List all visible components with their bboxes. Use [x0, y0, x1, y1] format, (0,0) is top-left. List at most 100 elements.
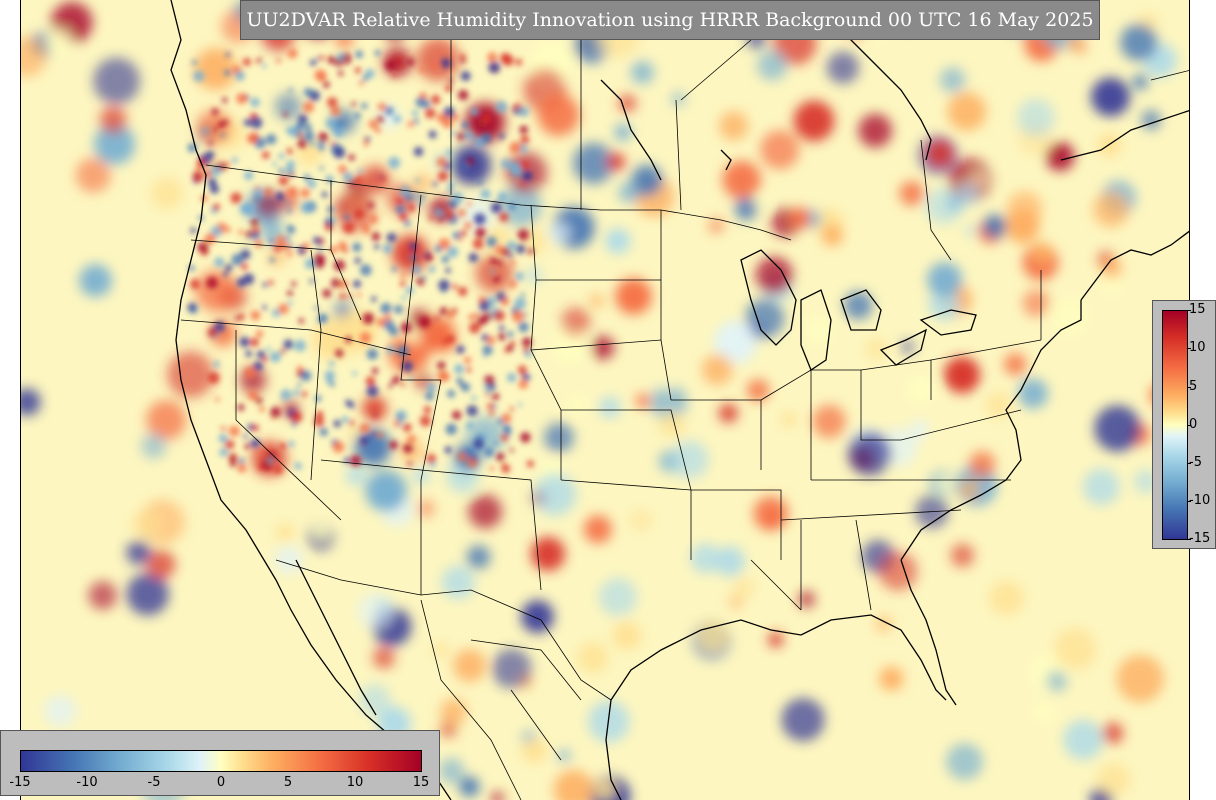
innovation-speckle	[522, 373, 529, 380]
innovation-blob	[126, 540, 152, 565]
innovation-speckle	[276, 58, 281, 63]
innovation-blob	[661, 378, 675, 392]
innovation-blob	[557, 749, 571, 762]
innovation-speckle	[261, 151, 270, 160]
innovation-speckle	[270, 406, 281, 418]
innovation-blob	[701, 354, 733, 386]
innovation-speckle	[262, 282, 268, 288]
innovation-speckle	[475, 227, 486, 238]
innovation-speckle	[301, 391, 308, 398]
innovation-speckle	[454, 364, 464, 375]
innovation-blob	[618, 182, 640, 203]
innovation-speckle	[466, 405, 478, 417]
innovation-blob	[1022, 289, 1051, 317]
innovation-speckle	[359, 423, 370, 434]
innovation-blob	[1097, 763, 1131, 797]
innovation-blob	[416, 499, 435, 518]
innovation-speckle	[501, 413, 512, 424]
innovation-speckle	[268, 279, 274, 286]
innovation-speckle	[211, 108, 219, 116]
colorbar-horizontal: -15 -10 -5 0 5 10 15	[0, 730, 440, 796]
innovation-speckle	[253, 188, 263, 197]
innovation-blob	[605, 228, 631, 254]
innovation-blob	[708, 218, 724, 234]
innovation-speckle	[384, 106, 394, 116]
innovation-blob	[1141, 110, 1161, 130]
innovation-speckle	[206, 276, 218, 289]
innovation-blob	[599, 396, 621, 418]
innovation-speckle	[215, 397, 220, 402]
innovation-blob	[928, 288, 961, 321]
innovation-speckle	[461, 121, 470, 129]
innovation-speckle	[297, 138, 307, 149]
innovation-speckle	[384, 314, 392, 321]
innovation-speckle	[345, 399, 352, 406]
innovation-speckle	[451, 131, 456, 136]
innovation-blob	[146, 400, 187, 440]
innovation-speckle	[426, 383, 436, 393]
innovation-speckle	[428, 265, 436, 273]
colorbar-horizontal-tick-label: 10	[346, 775, 364, 790]
innovation-blob	[416, 38, 460, 82]
innovation-blob	[46, 29, 71, 55]
colorbar-vertical: 15 10 5 0 -5 -10 -15	[1152, 300, 1216, 549]
innovation-speckle	[332, 125, 345, 138]
innovation-speckle	[278, 303, 289, 315]
innovation-speckle	[222, 271, 228, 277]
innovation-speckle	[309, 141, 315, 147]
innovation-speckle	[481, 333, 489, 342]
innovation-blob	[943, 356, 981, 394]
innovation-speckle	[509, 406, 515, 412]
innovation-speckle	[202, 127, 209, 134]
innovation-speckle	[243, 434, 248, 439]
innovation-speckle	[213, 361, 220, 368]
innovation-speckle	[508, 252, 514, 258]
colorbar-vertical-tick-mark	[1187, 539, 1191, 540]
innovation-speckle	[353, 208, 364, 219]
innovation-blob	[1102, 275, 1122, 296]
innovation-blob	[1093, 191, 1129, 228]
colorbar-horizontal-tick-label: 15	[412, 775, 430, 790]
innovation-speckle	[286, 186, 298, 198]
innovation-speckle	[472, 238, 484, 250]
innovation-speckle	[407, 461, 412, 467]
innovation-speckle	[219, 447, 229, 457]
colorbar-vertical-tick-mark	[1187, 463, 1191, 464]
innovation-speckle	[236, 93, 248, 104]
innovation-speckle	[451, 410, 462, 420]
innovation-speckle	[402, 423, 412, 432]
innovation-speckle	[218, 121, 224, 127]
innovation-speckle	[304, 123, 312, 131]
innovation-speckle	[296, 132, 303, 139]
innovation-speckle	[510, 260, 516, 266]
innovation-speckle	[338, 279, 349, 289]
innovation-speckle	[368, 119, 378, 129]
innovation-speckle	[413, 118, 419, 125]
innovation-speckle	[350, 455, 362, 467]
innovation-speckle	[297, 382, 302, 387]
innovation-blob	[44, 694, 77, 727]
innovation-speckle	[250, 438, 260, 449]
innovation-speckle	[208, 141, 213, 146]
innovation-detail	[187, 48, 534, 475]
innovation-speckle	[395, 197, 404, 205]
innovation-speckle	[353, 279, 361, 288]
innovation-blob	[439, 758, 465, 784]
innovation-speckle	[488, 383, 496, 391]
innovation-blob	[362, 396, 387, 421]
innovation-speckle	[324, 223, 334, 232]
innovation-speckle	[247, 133, 258, 144]
innovation-speckle	[466, 157, 474, 166]
innovation-speckle	[481, 113, 492, 124]
innovation-blob	[935, 475, 954, 493]
innovation-speckle	[473, 213, 486, 226]
innovation-speckle	[231, 253, 244, 266]
innovation-speckle	[337, 241, 348, 251]
innovation-blob	[567, 393, 590, 416]
innovation-speckle	[286, 290, 293, 297]
innovation-speckle	[429, 214, 435, 221]
innovation-blob	[141, 433, 167, 459]
innovation-speckle	[262, 305, 267, 310]
innovation-blob	[947, 92, 987, 131]
